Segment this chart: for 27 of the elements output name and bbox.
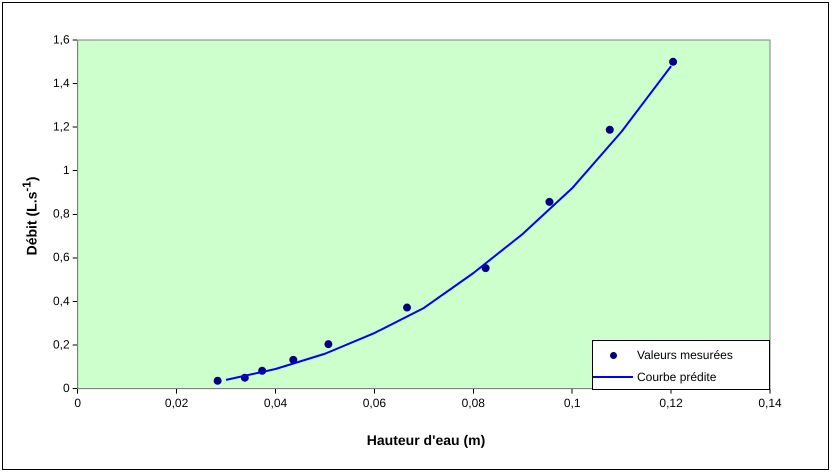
x-tick-label: 0,08 <box>462 396 486 410</box>
x-tick-label: 0,02 <box>164 396 189 410</box>
x-tick-label: 0,12 <box>659 396 684 410</box>
y-tick-label: 1,6 <box>52 32 70 46</box>
y-tick-label: 1,2 <box>52 119 70 134</box>
x-tick-label: 0 <box>74 396 82 410</box>
x-tick-label: 0,06 <box>362 396 386 410</box>
point <box>545 198 554 206</box>
point <box>324 340 332 348</box>
y-tick-label: 1 <box>62 163 70 178</box>
y-tick-label: 0,4 <box>52 294 70 308</box>
x-tick-label: 0,04 <box>264 396 288 410</box>
y-tick-label: 0,8 <box>52 206 70 221</box>
x-tick-label: 0,14 <box>758 396 782 410</box>
point <box>482 264 490 272</box>
y-tick-label: 0 <box>62 380 70 395</box>
legend-label: Valeurs mesurées <box>637 348 733 362</box>
point <box>214 376 222 385</box>
x-axis-title: Hauteur d'eau (m) <box>366 432 486 448</box>
point <box>606 126 614 134</box>
y-tick-label: 0,6 <box>52 250 70 264</box>
point <box>403 304 412 312</box>
y-tick-label: 1,4 <box>52 76 70 90</box>
legend-label: Courbe prédite <box>637 370 716 384</box>
point <box>669 58 678 66</box>
y-tick-label: 0,2 <box>52 337 70 352</box>
x-tick-label: 0,1 <box>564 396 581 410</box>
